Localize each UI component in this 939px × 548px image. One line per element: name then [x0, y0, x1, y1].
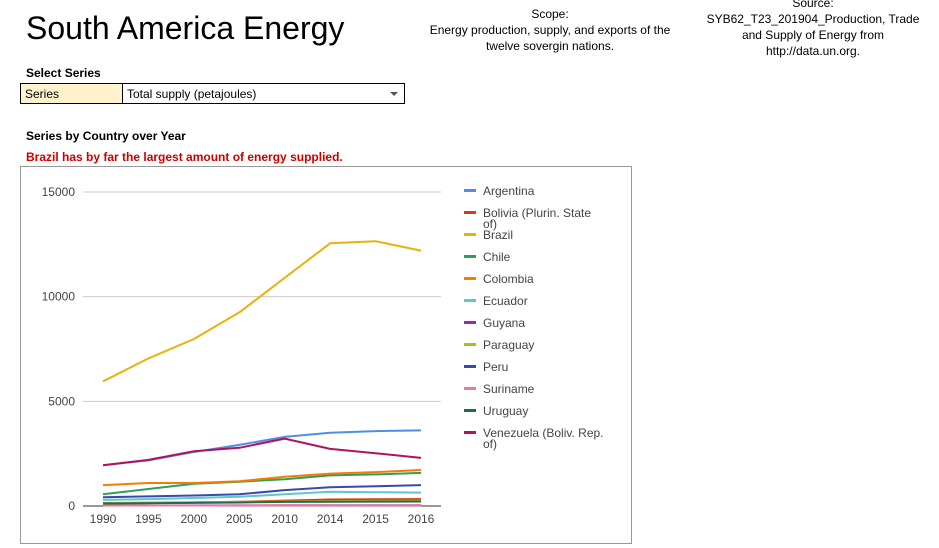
legend-item-chile[interactable]: Chile [464, 250, 511, 264]
x-tick-label: 2014 [317, 512, 344, 526]
chart-canvas: 0 5000 10000 15000 1990 1995 2000 2005 2010 2014… [42, 184, 604, 526]
scope-note: Scope: Energy production, supply, and ex… [410, 6, 690, 54]
series-line-uruguay[interactable] [102, 500, 422, 505]
chart-insight-note: Brazil has by far the largest amount of … [26, 150, 343, 164]
source-url: http://data.un.org. [765, 44, 861, 58]
series-line-brazil[interactable] [102, 240, 422, 383]
legend-label: of) [483, 437, 497, 451]
series-line-venezuela-boliv-rep-of[interactable] [102, 437, 422, 467]
legend-item-guyana[interactable]: Guyana [464, 316, 525, 330]
legend-label: Chile [483, 250, 511, 264]
legend-item-peru[interactable]: Peru [464, 360, 508, 374]
series-line-peru[interactable] [102, 484, 422, 499]
chart-gridlines [83, 191, 441, 507]
source-label: Source: [792, 0, 834, 10]
legend-item-suriname[interactable]: Suriname [464, 382, 535, 396]
legend-label: Brazil [483, 228, 513, 242]
source-note: Source: SYB62_T23_201904_Production, Tra… [688, 0, 938, 59]
legend-label: Venezuela (Boliv. Rep. [483, 426, 604, 440]
source-text-line-2: and Supply of Energy from [741, 28, 885, 42]
legend-swatch [464, 387, 476, 390]
page-title: South America Energy [26, 10, 345, 46]
source-text-line-1: SYB62_T23_201904_Production, Trade [706, 12, 920, 26]
legend-label: Argentina [483, 184, 535, 198]
legend-label: of) [483, 217, 497, 231]
legend-swatch [464, 277, 476, 280]
y-tick-label: 15000 [42, 185, 76, 199]
line-chart: 0 5000 10000 15000 1990 1995 2000 2005 2010 2014… [20, 166, 632, 544]
series-line-chile[interactable] [102, 471, 422, 496]
x-tick-label: 2016 [408, 512, 435, 526]
chart-series-lines [102, 240, 422, 507]
legend-label: Guyana [483, 316, 525, 330]
legend-swatch [464, 299, 476, 302]
legend-item-paraguay[interactable]: Paraguay [464, 338, 534, 352]
x-tick-label: 2005 [226, 512, 253, 526]
chevron-down-icon[interactable] [390, 92, 398, 96]
legend-item-venezuela-boliv-rep-of[interactable]: Venezuela (Boliv. Rep.of) [464, 426, 604, 451]
y-axis-ticks: 0 5000 10000 15000 [42, 185, 76, 513]
select-series-heading: Select Series [26, 66, 101, 80]
scope-text-line-1: Energy production, supply, and exports o… [429, 23, 671, 37]
legend-swatch [464, 189, 476, 192]
series-line-colombia[interactable] [102, 469, 422, 487]
y-tick-label: 0 [68, 499, 75, 513]
series-label: Series [21, 84, 123, 103]
x-tick-label: 1995 [135, 512, 162, 526]
x-axis-ticks: 1990 1995 2000 2005 2010 2014 2015 2016 [90, 512, 435, 526]
y-tick-label: 5000 [48, 394, 75, 408]
legend-item-colombia[interactable]: Colombia [464, 272, 534, 286]
legend-label: Uruguay [483, 404, 528, 418]
legend-label: Ecuador [483, 294, 528, 308]
series-dropdown-value: Total supply (petajoules) [127, 87, 257, 101]
legend-item-ecuador[interactable]: Ecuador [464, 294, 528, 308]
chart-heading: Series by Country over Year [26, 129, 186, 143]
legend-swatch [464, 365, 476, 368]
scope-text-line-2: twelve sovergin nations. [485, 39, 615, 53]
legend-swatch [464, 211, 476, 214]
x-tick-label: 2010 [271, 512, 298, 526]
legend-label: Suriname [483, 382, 535, 396]
legend-swatch [464, 409, 476, 412]
legend-label: Colombia [483, 272, 534, 286]
legend-swatch [464, 233, 476, 236]
x-tick-label: 1990 [90, 512, 117, 526]
x-tick-label: 2015 [362, 512, 389, 526]
legend-label: Paraguay [483, 338, 534, 352]
x-tick-label: 2000 [181, 512, 208, 526]
legend-item-uruguay[interactable]: Uruguay [464, 404, 528, 418]
series-line-ecuador[interactable] [102, 490, 422, 501]
legend-label: Peru [483, 360, 508, 374]
y-tick-label: 10000 [42, 290, 76, 304]
legend-swatch [464, 431, 476, 434]
scope-label: Scope: [531, 7, 569, 21]
series-dropdown[interactable]: Total supply (petajoules) [123, 84, 404, 103]
legend-swatch [464, 321, 476, 324]
legend-swatch [464, 255, 476, 258]
series-selector: Series Total supply (petajoules) [20, 83, 405, 104]
legend-label: Bolivia (Plurin. State [483, 206, 591, 220]
legend-item-brazil[interactable]: Brazil [464, 228, 513, 242]
legend-item-argentina[interactable]: Argentina [464, 184, 535, 198]
legend-swatch [464, 343, 476, 346]
